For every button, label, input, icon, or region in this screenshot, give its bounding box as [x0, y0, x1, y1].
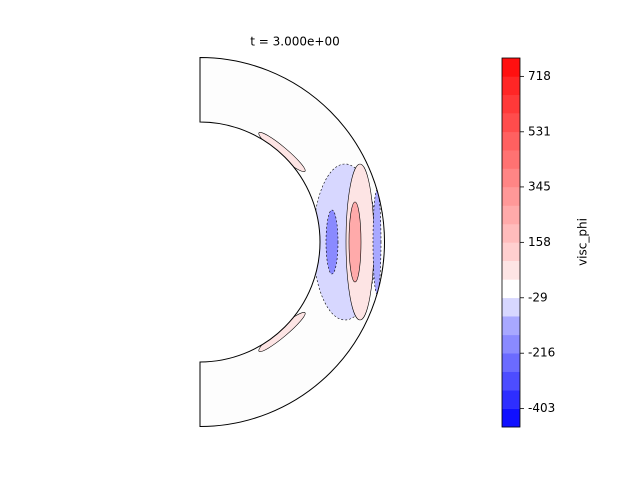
chart-title: t = 3.000e+00: [250, 35, 339, 49]
colorbar-band: [502, 76, 520, 96]
colorbar-tick-label: 345: [528, 179, 551, 193]
contour-region: [372, 189, 382, 295]
colorbar-tick-label: -403: [528, 401, 555, 415]
colorbar-band: [502, 94, 520, 114]
colorbar-band: [502, 408, 520, 428]
colorbar-band: [502, 113, 520, 133]
colorbar-band: [502, 353, 520, 372]
colorbar-band: [502, 279, 520, 299]
domain-outline: [199, 56, 385, 428]
colorbar-band: [502, 390, 520, 409]
colorbar-band: [502, 131, 520, 151]
colorbar-band: [502, 316, 520, 336]
colorbar-tick-label: 718: [528, 69, 551, 83]
colorbar-tick-label: -216: [528, 346, 555, 360]
colorbar-band: [502, 242, 520, 262]
colorbar-band: [502, 168, 520, 188]
colorbar-band: [502, 58, 520, 77]
colorbar-band: [502, 205, 520, 225]
colorbar-label: visc_phi: [576, 218, 590, 266]
contour-field: [258, 132, 382, 352]
colorbar-band: [502, 260, 520, 280]
colorbar-band: [502, 371, 520, 391]
colorbar-tick-label: -29: [528, 290, 548, 304]
contour-region: [325, 209, 339, 275]
colorbar-band: [502, 297, 520, 317]
colorbar-band: [502, 150, 520, 169]
colorbar-tick-label: 158: [528, 235, 551, 249]
domain: [200, 57, 385, 427]
colorbar-band: [502, 223, 520, 243]
colorbar-tick-label: 531: [528, 124, 551, 138]
colorbar-band: [502, 186, 520, 206]
colorbar-band: [502, 334, 520, 354]
contour-region: [348, 201, 362, 283]
colorbar: -403 -216 -29 158 345 531 718: [501, 57, 555, 428]
